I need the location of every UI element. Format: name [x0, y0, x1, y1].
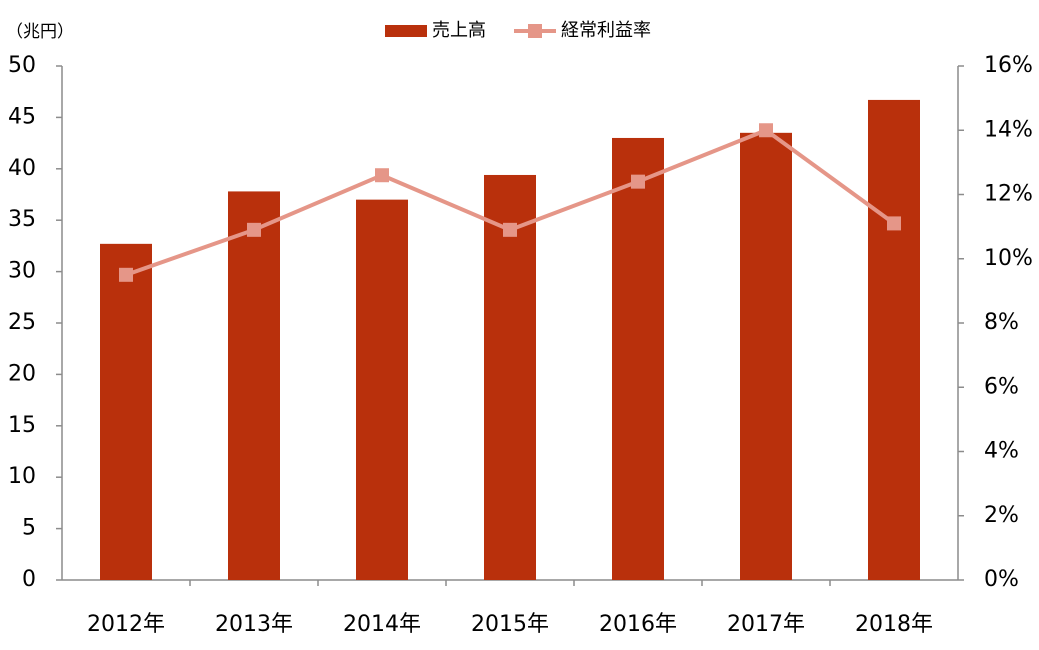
x-axis-tick-label: 2016年 [599, 612, 677, 637]
left-axis-tick-label: 45 [8, 104, 36, 129]
bar [100, 243, 152, 580]
line-point-marker [375, 168, 389, 183]
right-axis-tick-label: 8% [984, 310, 1019, 335]
left-axis-tick-label: 20 [8, 361, 36, 386]
line-point-marker [503, 222, 517, 237]
legend-label-margin: 経常利益率 [561, 20, 651, 41]
left-axis-tick-label: 0 [22, 567, 36, 592]
line-point-marker [759, 123, 773, 138]
x-axis-tick-label: 2017年 [727, 612, 805, 637]
left-axis-tick-label: 25 [8, 310, 36, 335]
tick-labels: 0 5 10 15 20 25 30 35 40 45 50 0% 2% 4% 6% 8% 10% 12% 14% 1… [6, 22, 1033, 637]
bar [228, 191, 280, 580]
bar [868, 99, 920, 580]
right-axis-tick-label: 14% [984, 117, 1033, 142]
right-axis-tick-label: 12% [984, 182, 1033, 207]
bar [484, 174, 536, 580]
right-axis-tick-label: 16% [984, 53, 1033, 78]
legend: 売上高 経常利益率 [385, 20, 651, 41]
left-axis-tick-label: 5 [22, 516, 36, 541]
x-axis-tick-label: 2013年 [215, 612, 293, 637]
right-axis-tick-label: 0% [984, 567, 1019, 592]
bar-series [100, 99, 920, 580]
line-point-marker [631, 174, 645, 189]
bar [612, 137, 664, 580]
line-point-marker [247, 222, 261, 237]
left-axis-tick-label: 40 [8, 156, 36, 181]
x-axis-tick-label: 2015年 [471, 612, 549, 637]
left-axis-tick-label: 35 [8, 207, 36, 232]
line-point-marker [887, 216, 901, 231]
left-axis-tick-label: 10 [8, 464, 36, 489]
x-axis-tick-label: 2014年 [343, 612, 421, 637]
legend-label-sales: 売上高 [432, 20, 486, 41]
left-axis-tick-label: 15 [8, 413, 36, 438]
line-point-marker [119, 267, 133, 282]
bar [740, 132, 792, 580]
right-axis-tick-label: 10% [984, 246, 1033, 271]
bar [356, 199, 408, 580]
x-axis-tick-label: 2012年 [87, 612, 165, 637]
right-axis-tick-label: 2% [984, 503, 1019, 528]
left-axis-tick-label: 50 [8, 53, 36, 78]
left-axis-tick-label: 30 [8, 259, 36, 284]
right-axis-tick-label: 4% [984, 439, 1019, 464]
right-axis-tick-label: 6% [984, 374, 1019, 399]
legend-bar-swatch [385, 25, 427, 37]
left-axis-unit-label: （兆円） [6, 22, 74, 42]
x-axis-tick-label: 2018年 [855, 612, 933, 637]
legend-line-marker [528, 24, 542, 38]
line-series [119, 123, 901, 282]
